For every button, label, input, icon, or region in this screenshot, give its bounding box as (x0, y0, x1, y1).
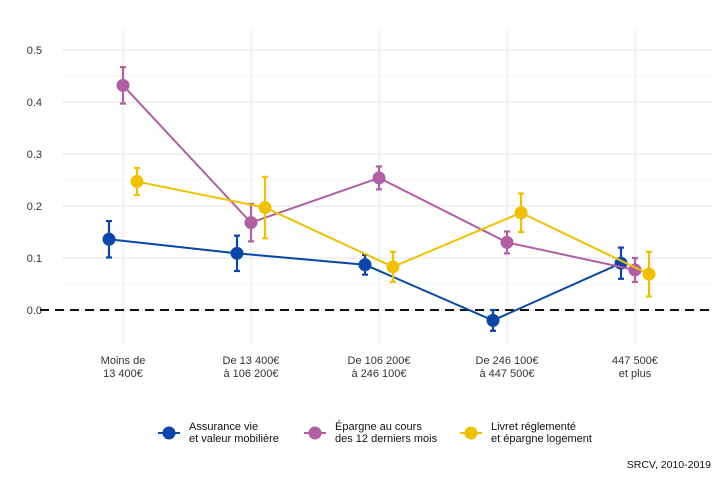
legend: Assurance vie et valeur mobilière Épargne … (158, 420, 592, 445)
data-point (116, 78, 130, 92)
series-2 (116, 66, 642, 284)
x-tick-label-line: à 246 100€ (351, 368, 406, 380)
legend-label-line: des 12 derniers mois (335, 433, 438, 445)
y-tick-label: 0.5 (27, 45, 42, 57)
data-point (230, 246, 244, 260)
data-point (514, 206, 528, 220)
data-point (358, 258, 372, 272)
legend-item-3: Livret réglementé et épargne logement (460, 421, 592, 445)
x-tick-label: 447 500€ et plus (612, 355, 658, 380)
legend-label-line: Assurance vie (189, 421, 258, 433)
legend-label-line: et épargne logement (491, 433, 592, 445)
y-tick-label: 0.1 (27, 253, 42, 265)
series-1 (102, 219, 628, 332)
legend-label: Assurance vie et valeur mobilière (189, 421, 279, 445)
data-point (486, 313, 500, 327)
legend-label: Épargne au cours des 12 derniers mois (335, 420, 438, 445)
data-point (386, 260, 400, 274)
x-tick-label-line: 13 400€ (103, 368, 143, 380)
y-axis: 0.0 0.1 0.2 0.3 0.4 0.5 (27, 45, 42, 317)
series-line (108, 238, 622, 322)
legend-swatch-dot (162, 426, 176, 440)
x-tick-label: De 106 200€ à 246 100€ (348, 355, 411, 380)
legend-label-line: Épargne au cours (335, 420, 422, 433)
legend-label-line: et valeur mobilière (189, 433, 279, 445)
data-point (258, 201, 272, 215)
legend-label: Livret réglementé et épargne logement (491, 421, 592, 445)
x-tick-label-line: De 246 100€ (476, 355, 539, 367)
series-3 (130, 166, 656, 298)
data-point (102, 232, 116, 246)
x-tick-label: Moins de 13 400€ (101, 355, 146, 380)
legend-label-line: Livret réglementé (491, 421, 576, 433)
x-tick-label-line: et plus (619, 368, 652, 380)
x-tick-label-line: à 106 200€ (223, 368, 278, 380)
data-point (500, 235, 514, 249)
x-axis: Moins de 13 400€ De 13 400€ à 106 200€ De 10… (101, 355, 658, 380)
legend-swatch-dot (464, 426, 478, 440)
y-tick-label: 0.4 (27, 97, 42, 109)
legend-item-1: Assurance vie et valeur mobilière (158, 421, 279, 445)
data-point (130, 175, 144, 189)
caption: SRCV, 2010-2019 (627, 459, 711, 471)
y-tick-label: 0.0 (27, 305, 42, 317)
x-tick-label-line: à 447 500€ (479, 368, 534, 380)
x-tick-label: De 246 100€ à 447 500€ (476, 355, 539, 380)
y-tick-label: 0.3 (27, 149, 42, 161)
x-tick-label-line: Moins de (101, 355, 146, 367)
grid-lines (62, 30, 713, 345)
x-tick-label-line: 447 500€ (612, 355, 658, 367)
data-point (642, 267, 656, 281)
data-point (244, 216, 258, 230)
series-group (102, 66, 656, 332)
y-tick-label: 0.2 (27, 201, 42, 213)
data-point (372, 171, 386, 185)
legend-swatch-dot (308, 426, 322, 440)
legend-item-2: Épargne au cours des 12 derniers mois (304, 420, 438, 445)
x-tick-label: De 13 400€ à 106 200€ (223, 355, 280, 380)
x-tick-label-line: De 106 200€ (348, 355, 411, 367)
x-tick-label-line: De 13 400€ (223, 355, 280, 367)
